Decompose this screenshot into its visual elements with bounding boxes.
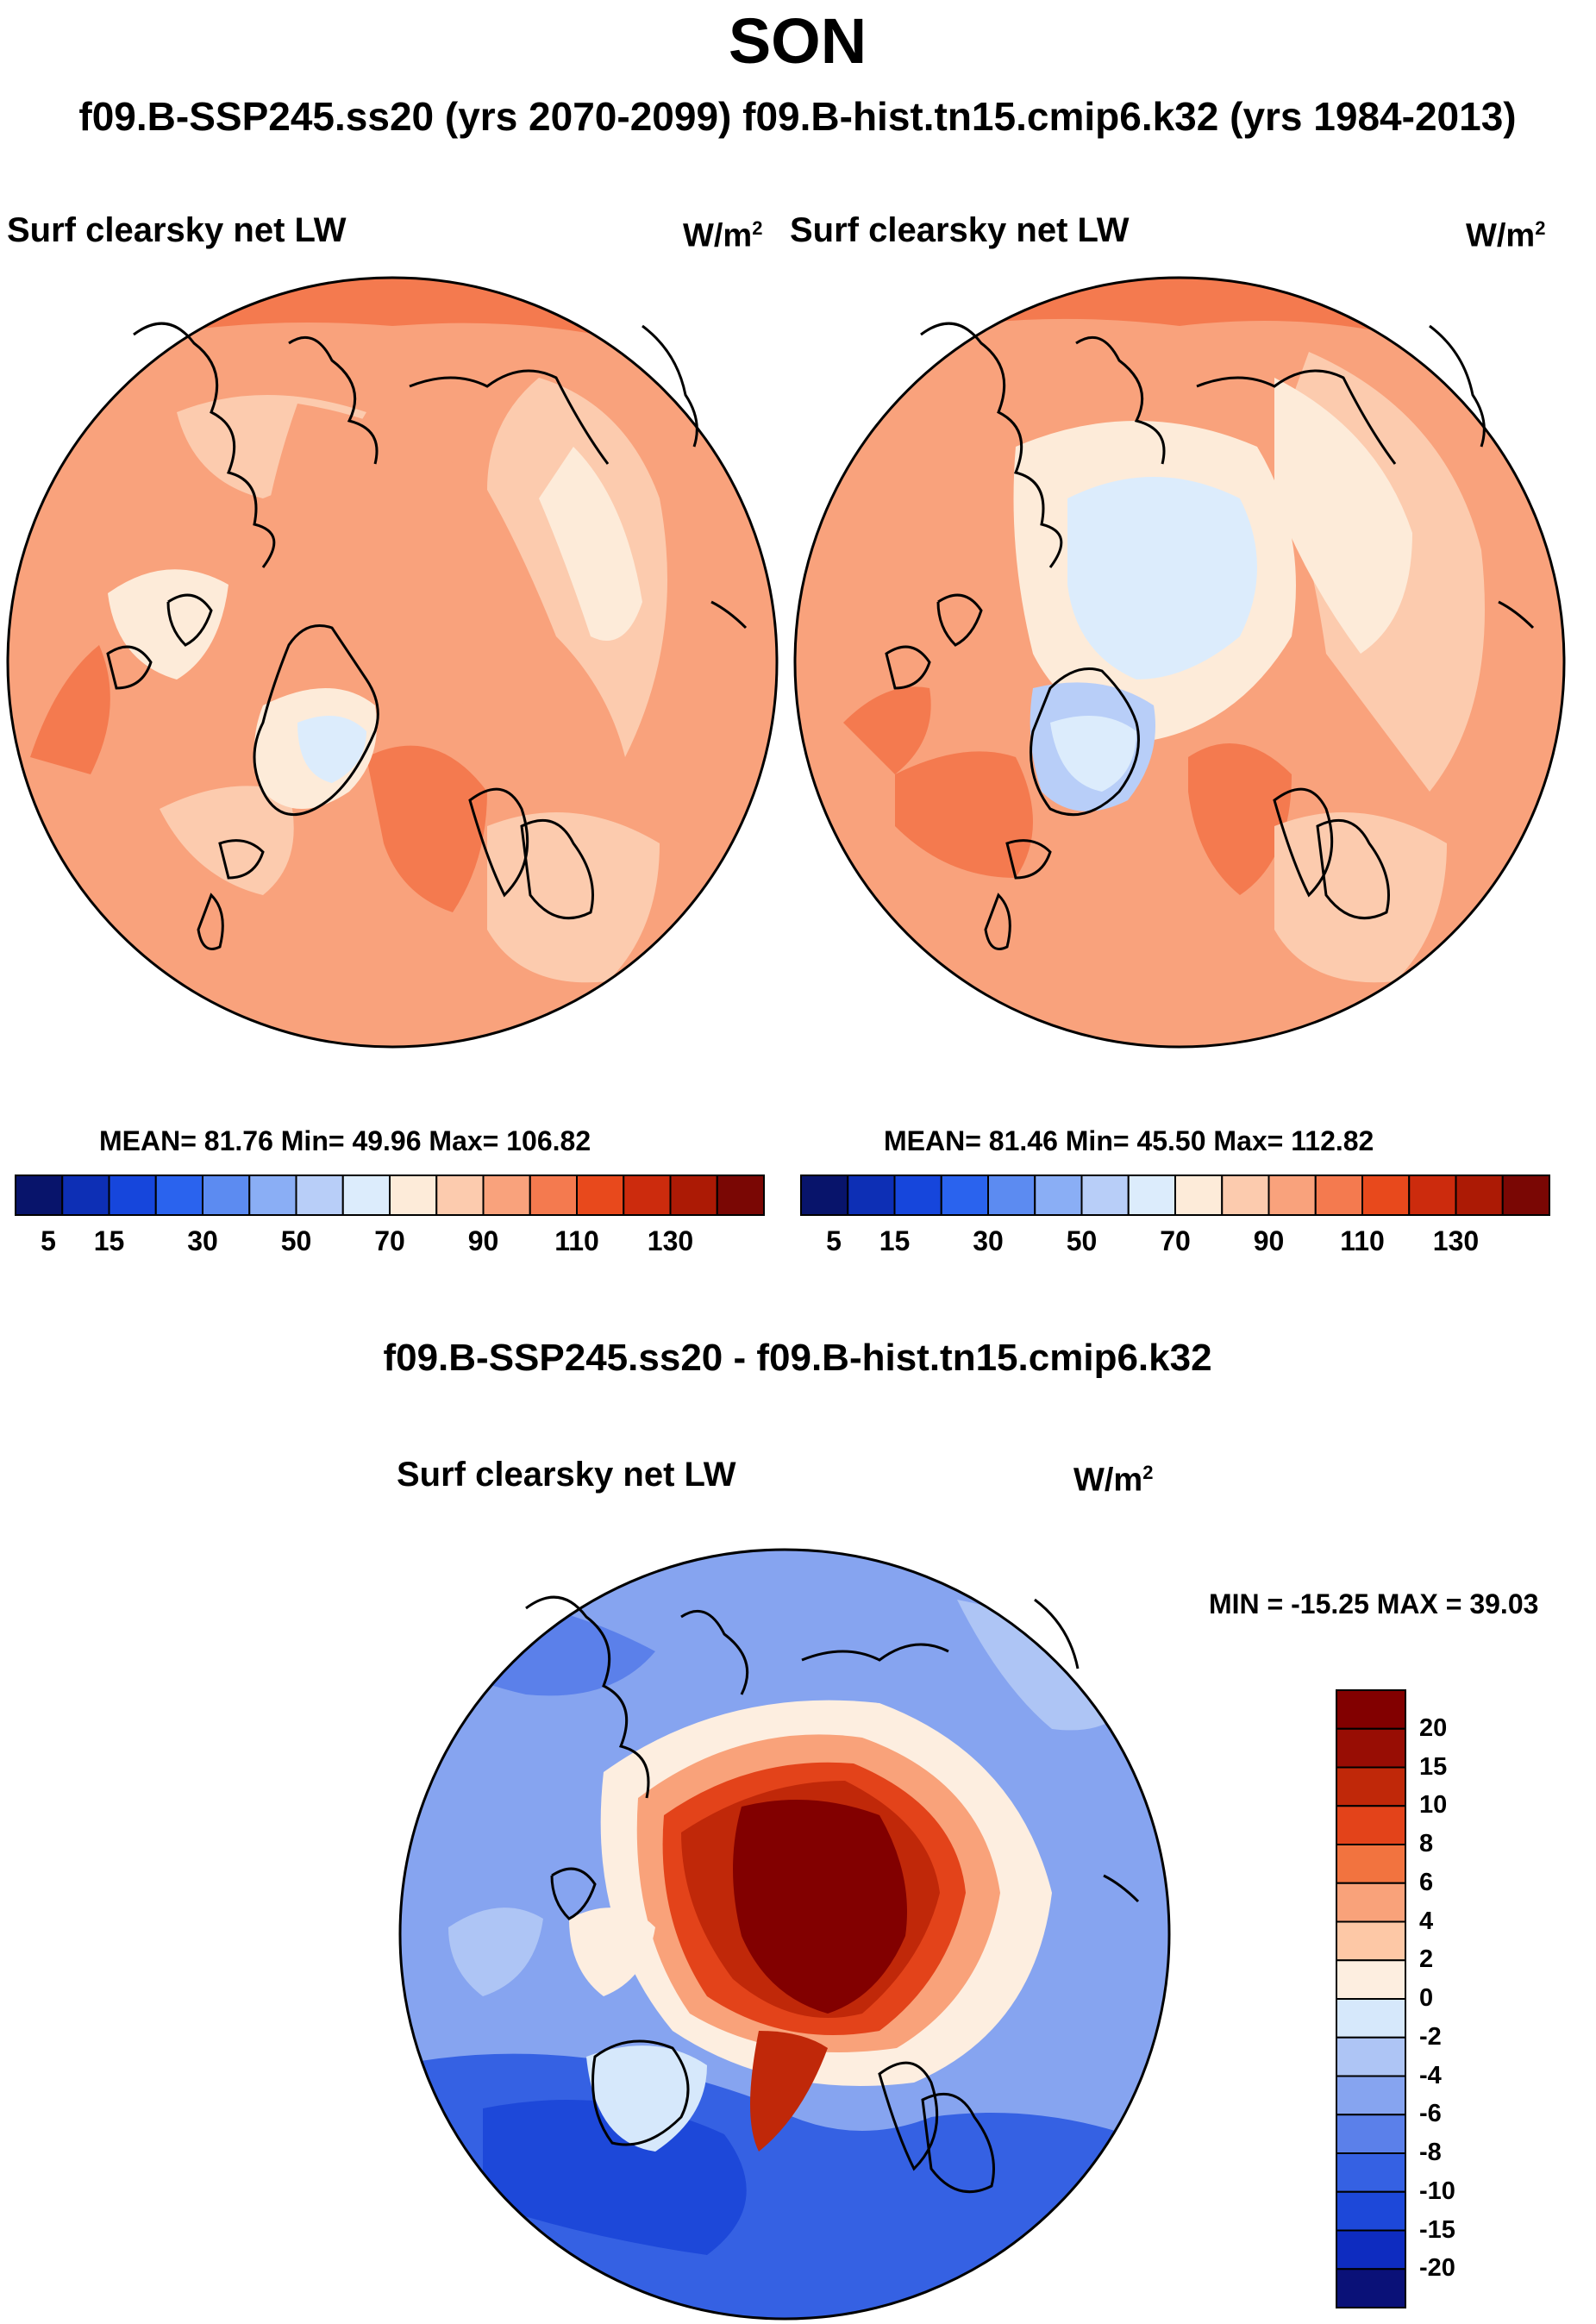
right-colorbar-box	[1267, 1175, 1317, 1216]
diff-colorbar-tick-label: -10	[1419, 2177, 1455, 2205]
left-colorbar-tick-label: 110	[554, 1225, 599, 1256]
diff-colorbar-tick-label: -4	[1419, 2061, 1442, 2089]
diff-colorbar-box	[1336, 1805, 1406, 1845]
left-colorbar-box	[154, 1175, 203, 1216]
diff-panel-label: Surf clearsky net LW	[397, 1456, 736, 1494]
right-colorbar-box	[847, 1175, 896, 1216]
right-colorbar-tick-label: 15	[879, 1225, 911, 1256]
right-colorbar-box	[1034, 1175, 1083, 1216]
right-colorbar-box	[1080, 1175, 1130, 1216]
right-colorbar-box	[1174, 1175, 1224, 1216]
left-colorbar-box	[529, 1175, 578, 1216]
left-panel-stats: MEAN= 81.76 Min= 49.96 Max= 106.82	[99, 1125, 591, 1156]
right-colorbar-tick-label: 130	[1432, 1225, 1480, 1256]
left-colorbar-tick-label: 15	[93, 1225, 125, 1256]
diff-colorbar-tick-label: -6	[1419, 2100, 1442, 2128]
diff-colorbar-tick-label: 8	[1419, 1830, 1434, 1857]
diff-colorbar-box	[1336, 1689, 1406, 1730]
diff-colorbar-box	[1336, 2075, 1406, 2116]
right-colorbar-box	[987, 1175, 1036, 1216]
diff-colorbar-tick-label: -2	[1419, 2022, 1442, 2051]
right-colorbar-box	[1127, 1175, 1176, 1216]
figure-title: SON	[728, 5, 867, 77]
diff-panel-stats: MIN = -15.25 MAX = 39.03	[1209, 1588, 1539, 1619]
left-colorbar-box	[202, 1175, 251, 1216]
diff-colorbar-box	[1336, 2268, 1406, 2308]
right-colorbar-tick-label: 70	[1160, 1225, 1191, 1256]
right-colorbar-box	[1221, 1175, 1270, 1216]
left-colorbar-tick-label: 50	[280, 1225, 312, 1256]
left-polar-map	[4, 274, 780, 1050]
right-colorbar-tick-label: 110	[1340, 1225, 1385, 1256]
diff-colorbar-box	[1336, 1920, 1406, 1962]
right-colorbar-tick-label: 5	[826, 1225, 842, 1256]
right-panel-label: Surf clearsky net LW	[790, 211, 1130, 249]
diff-panel-header: f09.B-SSP245.ss20 - f09.B-hist.tn15.cmip…	[383, 1337, 1212, 1379]
diff-colorbar-box	[1336, 1766, 1406, 1807]
left-colorbar-box	[389, 1175, 438, 1216]
diff-colorbar-box	[1336, 1998, 1406, 2039]
left-colorbar-box	[15, 1175, 64, 1216]
left-colorbar-box	[61, 1175, 110, 1216]
diff-colorbar-box	[1336, 1844, 1406, 1884]
left-colorbar-box	[623, 1175, 672, 1216]
left-colorbar-tick-label: 30	[187, 1225, 218, 1256]
left-colorbar-box	[108, 1175, 157, 1216]
diff-colorbar-tick-label: -15	[1419, 2215, 1455, 2244]
diff-colorbar-tick-label: 10	[1419, 1791, 1448, 1820]
diff-colorbar-tick-label: -8	[1419, 2139, 1442, 2166]
diff-polar-map	[397, 1548, 1173, 2324]
left-colorbar-tick-label: 70	[374, 1225, 405, 1256]
right-polar-map	[792, 274, 1568, 1050]
diff-colorbar-box	[1336, 1959, 1406, 2000]
diff-colorbar-tick-label: 2	[1419, 1945, 1434, 1974]
left-panel-units: W/m2	[683, 217, 763, 254]
right-colorbar-box	[1455, 1175, 1504, 1216]
left-panel-label: Surf clearsky net LW	[7, 211, 347, 249]
right-colorbar-tick-label: 30	[973, 1225, 1004, 1256]
diff-colorbar-box	[1336, 1882, 1406, 1923]
right-colorbar-tick-label: 50	[1066, 1225, 1098, 1256]
diff-colorbar-box	[1336, 2229, 1406, 2271]
figure-subtitle: f09.B-SSP245.ss20 (yrs 2070-2099) f09.B-…	[78, 94, 1517, 139]
diff-colorbar-box	[1336, 2190, 1406, 2232]
diff-colorbar-tick-label: 4	[1419, 1907, 1434, 1935]
diff-panel-units: W/m2	[1073, 1462, 1154, 1499]
right-panel-stats: MEAN= 81.46 Min= 45.50 Max= 112.82	[884, 1125, 1374, 1156]
diff-colorbar-box	[1336, 2114, 1406, 2154]
diff-colorbar-tick-label: 0	[1419, 1984, 1434, 2012]
left-colorbar-box	[716, 1175, 765, 1216]
left-colorbar-box	[295, 1175, 344, 1216]
left-colorbar-tick-label: 130	[647, 1225, 694, 1256]
right-colorbar-box	[893, 1175, 942, 1216]
diff-colorbar-tick-label: 6	[1419, 1868, 1434, 1896]
diff-colorbar-tick-label: 15	[1419, 1752, 1448, 1781]
right-colorbar-box	[1314, 1175, 1363, 1216]
right-colorbar-box	[1501, 1175, 1550, 1216]
diff-colorbar-box	[1336, 1727, 1406, 1769]
diff-colorbar-tick-label: 20	[1419, 1713, 1448, 1742]
diff-colorbar-box	[1336, 2152, 1406, 2193]
diff-colorbar-tick-label: -20	[1419, 2254, 1455, 2283]
right-panel-units: W/m2	[1466, 217, 1546, 254]
right-colorbar-box	[1408, 1175, 1457, 1216]
right-colorbar-box	[1361, 1175, 1411, 1216]
right-colorbar-tick-label: 90	[1253, 1225, 1285, 1256]
left-colorbar-box	[248, 1175, 297, 1216]
left-colorbar-box	[669, 1175, 718, 1216]
left-colorbar-box	[482, 1175, 531, 1216]
left-colorbar-box	[435, 1175, 485, 1216]
left-colorbar-box	[576, 1175, 625, 1216]
left-colorbar-box	[341, 1175, 391, 1216]
right-colorbar-box	[800, 1175, 849, 1216]
diff-colorbar-box	[1336, 2036, 1406, 2077]
right-colorbar-box	[940, 1175, 989, 1216]
left-colorbar-tick-label: 5	[41, 1225, 56, 1256]
left-colorbar-tick-label: 90	[467, 1225, 499, 1256]
